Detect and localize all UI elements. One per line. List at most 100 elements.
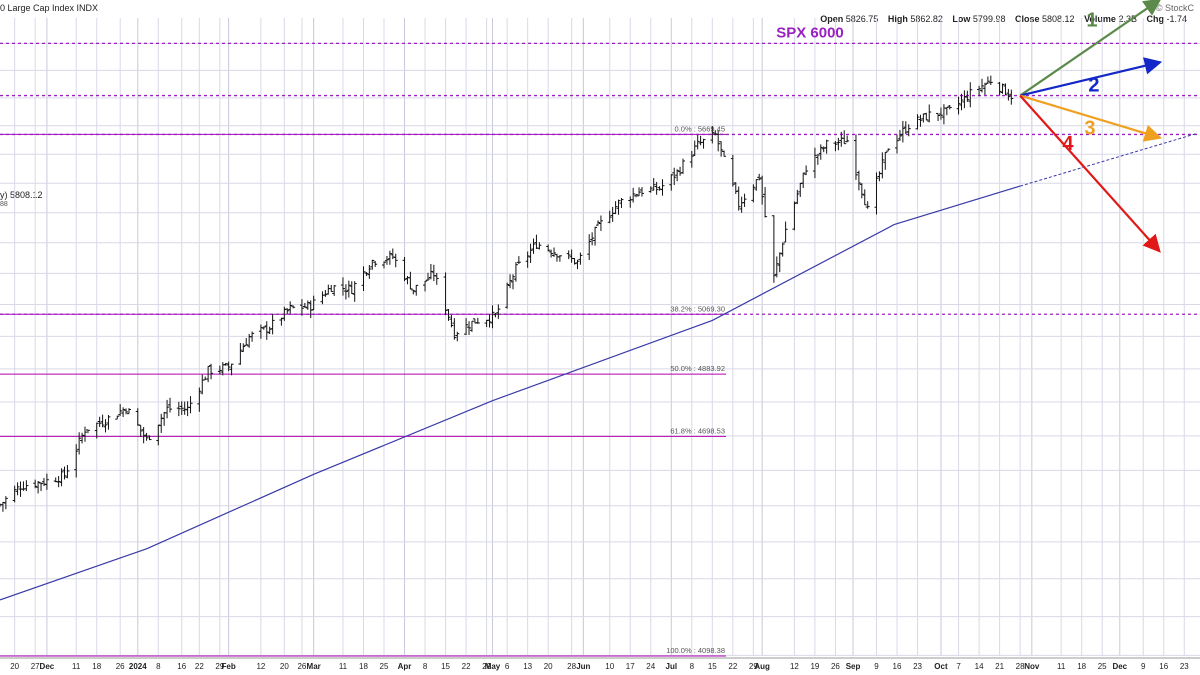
ohlc-bar — [141, 427, 146, 444]
x-tick-label: 13 — [523, 662, 532, 671]
ohlc-bar — [340, 277, 345, 296]
ohlc-bar — [496, 304, 501, 319]
ohlc-bar — [941, 104, 946, 125]
x-tick-label: 14 — [975, 662, 984, 671]
ohlc-bar — [455, 331, 460, 342]
high-value: 5862.82 — [910, 14, 943, 24]
ohlc-bar — [85, 429, 90, 434]
fib-label: 50.0% : 4883.92 — [670, 364, 725, 373]
x-tick-label: 11 — [72, 662, 81, 671]
ohlc-bar — [739, 196, 744, 213]
ohlc-bar — [510, 274, 515, 290]
scenario-label-2: 2 — [1088, 75, 1099, 97]
ohlc-bar — [634, 193, 639, 198]
ohlc-bar — [938, 107, 943, 120]
ohlc-bar — [980, 78, 985, 93]
ohlc-bar — [977, 85, 982, 97]
ohlc-bar — [722, 150, 727, 157]
x-tick-label: 29 — [749, 662, 758, 671]
x-tick-label: 29 — [215, 662, 224, 671]
ohlc-bar — [710, 126, 715, 144]
ohlc-bar — [118, 404, 123, 416]
x-tick-label: Oct — [934, 662, 948, 671]
ohlc-bar — [434, 272, 439, 285]
ohlc-bar — [165, 399, 170, 419]
annotations: SPX 6000 — [776, 24, 844, 41]
ohlc-bar — [329, 284, 334, 293]
x-tick-label: 22 — [195, 662, 204, 671]
ohlc-bar — [226, 361, 231, 372]
ohlc-bar — [689, 150, 694, 168]
ohlc-bar — [897, 129, 902, 141]
ohlc-bar — [308, 300, 313, 319]
ohlc-bar — [845, 135, 850, 143]
ohlc-bar — [490, 305, 495, 329]
x-tick-label: 26 — [297, 662, 306, 671]
ohlc-bar — [648, 186, 653, 193]
last-price-label: y) 5808.12 — [0, 190, 43, 200]
ohlc-bar — [771, 215, 776, 283]
ohlc-bar — [801, 172, 806, 188]
ohlc-bar — [115, 415, 120, 420]
ohlc-bar — [824, 139, 829, 154]
x-tick-label: 22 — [462, 662, 471, 671]
ohlc-bar — [669, 174, 674, 191]
ohlc-bar — [446, 309, 451, 321]
volume-value: 2.3B — [1118, 14, 1137, 24]
ohlc-bar — [616, 199, 621, 215]
ohlc-bar — [217, 365, 222, 375]
ohlc-bar — [546, 244, 551, 252]
ohlc-bar — [428, 264, 433, 280]
ohlc-bar — [654, 181, 659, 195]
x-tick-label: 28 — [567, 662, 576, 671]
ohlc-bar — [760, 175, 765, 205]
ohlc-bar — [182, 401, 187, 415]
x-tick-label: 20 — [280, 662, 289, 671]
x-tick-label: 10 — [605, 662, 614, 671]
ohlc-bar — [77, 432, 82, 455]
ohlc-bar — [159, 413, 164, 433]
ohlc-bar — [326, 284, 331, 295]
ohlc-bar — [505, 282, 510, 309]
ohlc-bar — [80, 432, 85, 444]
fib-label: 61.8% : 4698.53 — [670, 426, 725, 435]
ohlc-bar — [238, 342, 243, 365]
x-tick-label: 8 — [423, 662, 428, 671]
ohlc-bar — [804, 165, 809, 176]
ohlc-bar — [525, 251, 530, 268]
ohlc-bar — [736, 186, 741, 211]
x-tick-label: 2024 — [129, 662, 147, 671]
ohlc-bar — [24, 480, 29, 492]
ohlc-bar — [985, 76, 990, 84]
ohlc-bar — [818, 144, 823, 160]
ohlc-bar — [947, 104, 952, 110]
x-tick-label: 17 — [626, 662, 635, 671]
scenario-label-4: 4 — [1062, 133, 1074, 155]
ohlc-bar — [552, 247, 557, 257]
ohlc-bar — [534, 234, 539, 249]
x-tick-label: 29 — [482, 662, 491, 671]
ohlc-bar — [56, 476, 61, 488]
x-tick-label: Feb — [222, 662, 236, 671]
ohlc-bar — [924, 112, 929, 121]
ohlc-bar — [197, 387, 202, 412]
ohlc-bar — [367, 265, 372, 279]
x-tick-label: 20 — [544, 662, 553, 671]
ohlc-bar — [695, 134, 700, 150]
ohlc-bar — [918, 114, 923, 127]
ohlc-bar — [982, 82, 987, 95]
ohlc-bar — [716, 130, 721, 152]
ohlc-bar — [267, 326, 272, 335]
x-tick-label: 16 — [177, 662, 186, 671]
ohlc-bar — [206, 365, 211, 383]
ohlc-bar — [751, 184, 756, 203]
chart-title: 0 Large Cap Index INDX — [0, 3, 99, 13]
ohlc-bar — [856, 170, 861, 191]
ohlc-bar — [244, 338, 249, 346]
scenario-arrow-1 — [1019, 0, 1162, 97]
ohlc-bar — [3, 496, 8, 510]
ohlc-bar — [209, 363, 214, 380]
x-tick-label: 24 — [646, 662, 655, 671]
x-tick-label: 6 — [505, 662, 510, 671]
ohlc-bar — [464, 318, 469, 335]
